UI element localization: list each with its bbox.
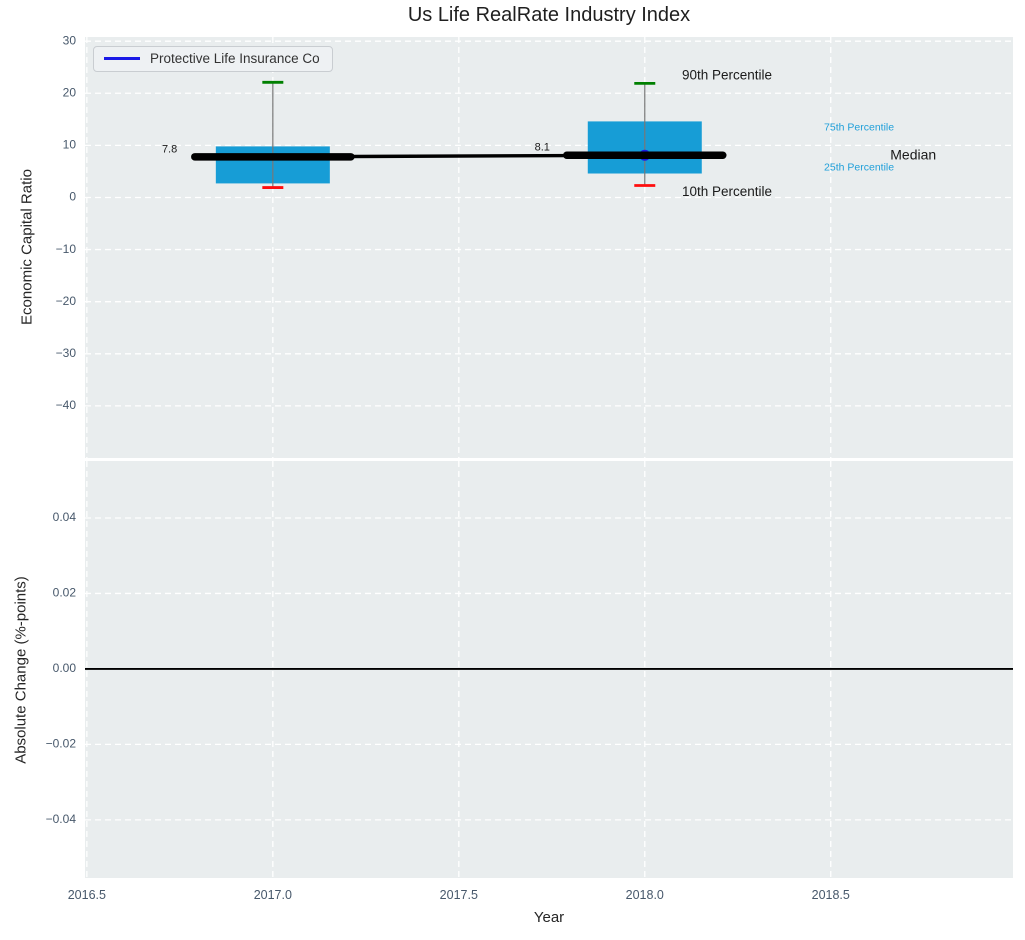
annotation-90th-percentile: 90th Percentile	[682, 68, 772, 83]
ytick-label: −20	[56, 294, 77, 308]
annotation-8-1: 8.1	[535, 141, 550, 153]
ytick-label: −30	[56, 346, 77, 360]
legend-line-icon	[104, 57, 140, 60]
xtick-label: 2016.5	[68, 888, 106, 902]
chart-title: Us Life RealRate Industry Index	[407, 4, 691, 26]
ytick-label: −0.04	[46, 812, 77, 826]
ytick-label: −40	[56, 398, 77, 412]
ytick-label: 0.04	[53, 510, 77, 524]
y-axis-label-bottom: Absolute Change (%-points)	[12, 576, 30, 764]
xtick-label: 2017.0	[254, 888, 292, 902]
y-axis-label-top: Economic Capital Ratio	[18, 169, 36, 325]
legend: Protective Life Insurance Co	[93, 46, 333, 72]
xtick-label: 2018.5	[812, 888, 850, 902]
xtick-label: 2018.0	[626, 888, 664, 902]
ytick-label: 10	[63, 138, 77, 152]
annotation-10th-percentile: 10th Percentile	[682, 184, 772, 199]
ytick-label: 30	[63, 33, 77, 47]
annotation-median: Median	[890, 147, 936, 163]
annotation-25th-percentile: 25th Percentile	[824, 162, 894, 174]
xtick-label: 2017.5	[440, 888, 478, 902]
ytick-label: 0.02	[53, 586, 77, 600]
panel-bg-top	[85, 37, 1013, 458]
ytick-label: 0.00	[53, 661, 77, 675]
ytick-label: 20	[63, 85, 77, 99]
annotation-75th-percentile: 75th Percentile	[824, 121, 894, 133]
x-axis-label: Year	[533, 909, 565, 926]
legend-label: Protective Life Insurance Co	[150, 51, 320, 66]
annotation-7-8: 7.8	[162, 143, 177, 155]
ytick-label: −0.02	[46, 737, 77, 751]
ytick-label: −10	[56, 242, 77, 256]
ytick-label: 0	[69, 190, 76, 204]
